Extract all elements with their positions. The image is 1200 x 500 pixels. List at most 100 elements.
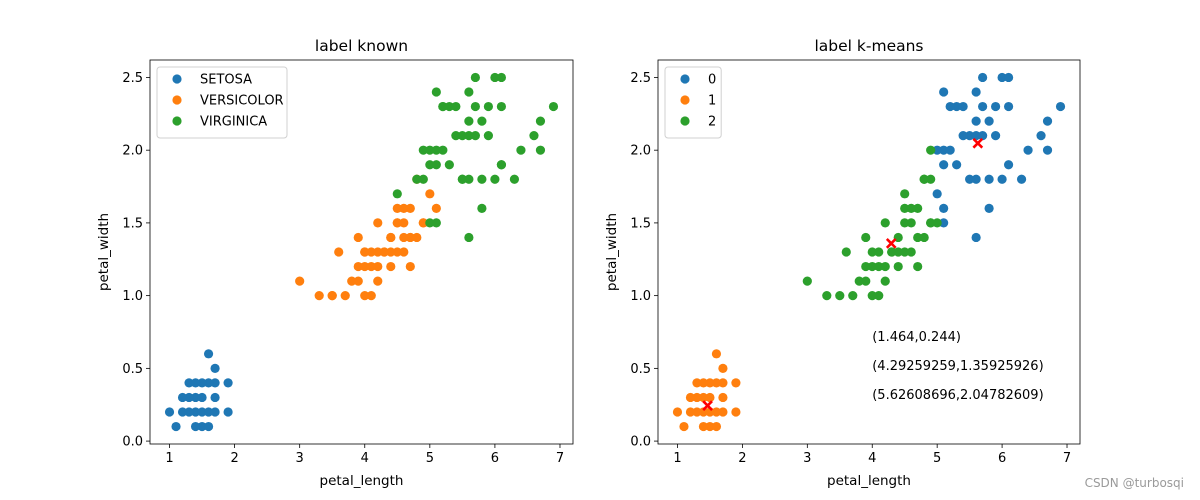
data-point <box>731 407 741 417</box>
data-point <box>978 131 988 141</box>
data-point <box>535 116 546 126</box>
data-point <box>197 407 207 417</box>
y-tick-label: 1.5 <box>630 216 651 231</box>
y-tick-label: 1.0 <box>630 289 651 304</box>
data-point <box>705 378 715 388</box>
data-point <box>418 145 428 155</box>
data-point <box>932 218 942 228</box>
data-point <box>425 189 435 199</box>
data-point <box>932 145 942 155</box>
legend-label: VIRGINICA <box>200 115 267 130</box>
data-point <box>496 72 507 83</box>
legend-marker <box>680 74 690 84</box>
data-point <box>685 392 696 403</box>
data-point <box>366 291 376 301</box>
x-tick-label: 1 <box>165 451 173 466</box>
data-point <box>405 203 415 213</box>
data-point <box>190 378 201 388</box>
data-point <box>470 101 480 112</box>
data-point <box>327 291 337 301</box>
x-axis-label: petal_length <box>827 473 911 489</box>
data-point <box>692 407 702 417</box>
data-point <box>854 276 864 286</box>
data-point <box>451 101 461 112</box>
data-point <box>718 407 728 417</box>
data-point <box>698 378 709 388</box>
data-point <box>874 261 884 272</box>
data-point <box>418 174 428 184</box>
x-tick-label: 2 <box>230 451 238 466</box>
data-point <box>984 116 994 126</box>
data-point <box>399 203 409 213</box>
data-point <box>353 276 363 286</box>
data-point <box>900 189 910 199</box>
data-point <box>971 87 981 97</box>
data-point <box>1042 116 1053 126</box>
data-point <box>861 232 871 243</box>
data-point <box>945 101 955 112</box>
y-tick-label: 2.0 <box>122 144 143 159</box>
data-point <box>822 291 832 301</box>
data-point <box>952 101 962 112</box>
centroid-marker <box>972 137 984 149</box>
x-tick-label: 4 <box>361 451 369 466</box>
data-point <box>893 261 903 272</box>
chart-title: label known <box>315 37 408 55</box>
data-point <box>965 131 975 141</box>
data-point <box>997 174 1007 184</box>
y-tick-label: 0.5 <box>122 362 143 377</box>
legend-label: 1 <box>708 94 716 109</box>
data-point <box>1036 131 1046 141</box>
data-point <box>1016 174 1027 184</box>
data-point <box>1003 101 1014 112</box>
data-point <box>496 160 507 170</box>
data-point <box>919 174 929 184</box>
data-point <box>490 72 500 83</box>
legend-box <box>664 66 722 139</box>
legend-label: 0 <box>708 73 716 88</box>
x-tick-label: 6 <box>998 451 1006 466</box>
data-point <box>861 276 871 286</box>
data-point <box>425 160 435 170</box>
data-point <box>880 276 890 286</box>
data-point <box>705 421 715 432</box>
data-point <box>529 131 539 141</box>
data-point <box>718 378 728 388</box>
data-point <box>548 101 559 112</box>
data-point <box>366 261 376 272</box>
data-point <box>184 407 194 417</box>
centroid-annotation: (1.464,0.244) <box>872 330 961 345</box>
data-point <box>991 131 1001 141</box>
plot-frame <box>149 59 574 445</box>
data-point <box>874 291 884 301</box>
data-point <box>392 189 402 199</box>
data-point <box>399 232 409 243</box>
data-point <box>939 160 949 170</box>
data-point <box>835 291 845 301</box>
data-point <box>418 218 428 228</box>
data-point <box>958 101 968 112</box>
legend-marker <box>172 95 182 105</box>
data-point <box>360 291 370 301</box>
data-point <box>392 247 402 257</box>
data-point <box>210 407 220 417</box>
legend-label: VERSICOLOR <box>200 94 284 109</box>
data-point <box>360 261 370 272</box>
data-point <box>334 247 344 257</box>
x-tick-label: 5 <box>933 451 941 466</box>
x-tick-label: 7 <box>556 451 564 466</box>
y-tick-label: 0.5 <box>630 362 651 377</box>
data-point <box>464 232 474 243</box>
data-point <box>477 174 487 184</box>
data-point <box>438 101 448 112</box>
y-axis-label: petal_width <box>604 213 620 291</box>
centroid-annotation: (4.29259259,1.35925926) <box>872 359 1043 374</box>
data-point <box>984 203 994 213</box>
data-point <box>874 247 884 257</box>
data-point <box>373 276 383 286</box>
data-point <box>926 174 936 184</box>
legend-label: SETOSA <box>200 73 252 88</box>
data-point <box>399 218 409 228</box>
data-point <box>386 232 396 243</box>
data-point <box>984 174 994 184</box>
